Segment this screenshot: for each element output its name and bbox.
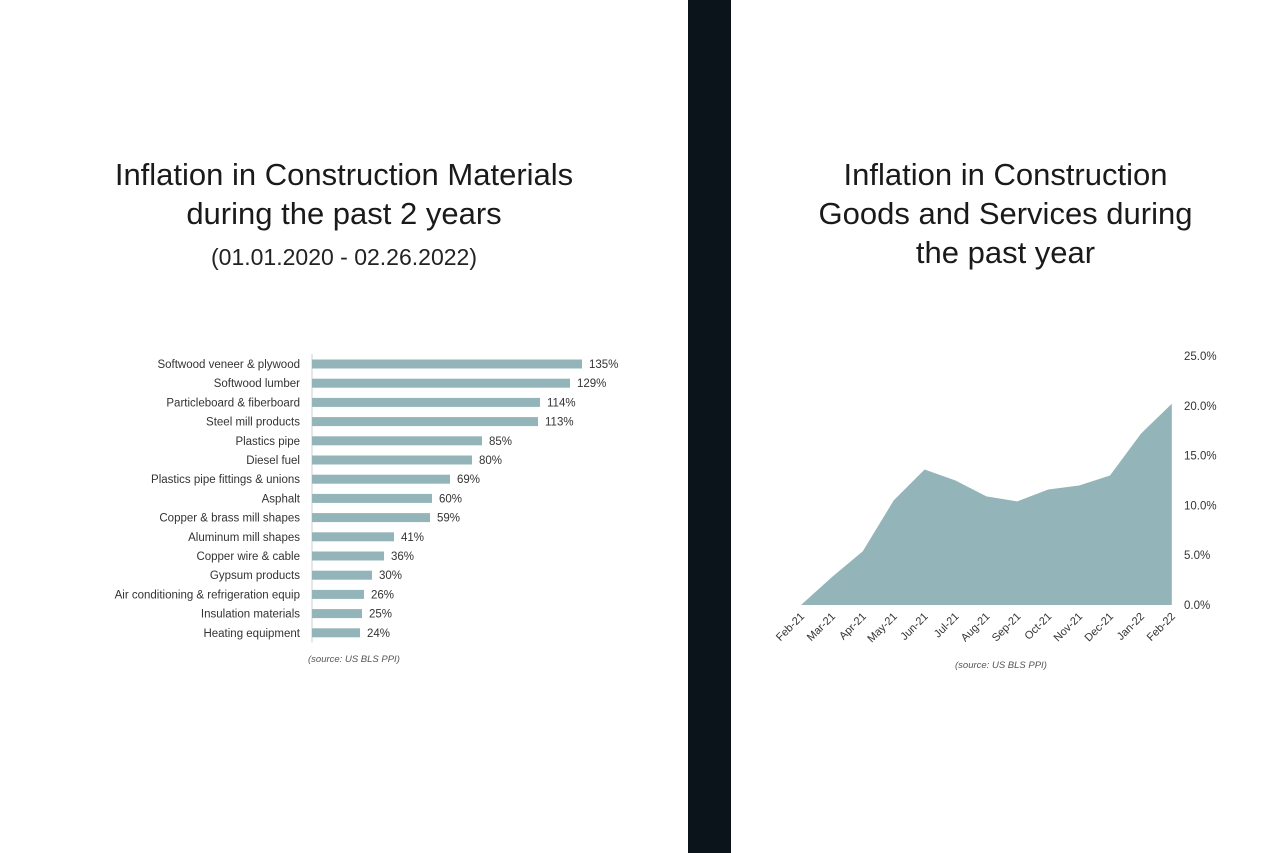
bar-value-label: 85% xyxy=(489,436,512,448)
area-y-tick-label: 5.0% xyxy=(1184,550,1210,562)
bar-value-label: 25% xyxy=(369,609,392,621)
area-x-tick-label: Feb-21 xyxy=(774,611,807,644)
bar xyxy=(312,532,394,542)
area-y-tick-label: 10.0% xyxy=(1184,500,1217,512)
left-title-line-2: during the past 2 years xyxy=(186,196,502,231)
area-x-tick-label: Sep-21 xyxy=(990,611,1024,645)
bar xyxy=(312,397,540,407)
bar-category-label: Diesel fuel xyxy=(246,455,300,467)
bar xyxy=(312,513,430,523)
bar-value-label: 69% xyxy=(457,474,480,486)
bar-value-label: 41% xyxy=(401,532,424,544)
bar-value-label: 36% xyxy=(391,551,414,563)
area-y-tick-label: 25.0% xyxy=(1184,351,1217,363)
bar-category-label: Plastics pipe xyxy=(235,436,300,448)
right-chart-panel: Inflation in Construction Goods and Serv… xyxy=(731,0,1280,853)
area-x-tick-label: Jun-21 xyxy=(898,611,930,643)
right-title-line-3: the past year xyxy=(915,235,1096,270)
bar-category-label: Steel mill products xyxy=(206,417,300,429)
left-title-line-1: Inflation in Construction Materials xyxy=(114,157,574,192)
bar xyxy=(312,417,538,427)
bar xyxy=(312,551,384,561)
area-x-tick-label: Mar-21 xyxy=(805,611,838,644)
area-x-tick-label: May-21 xyxy=(865,611,899,645)
bar-category-label: Copper wire & cable xyxy=(196,551,300,563)
bar-value-label: 114% xyxy=(547,397,576,409)
bar-value-label: 80% xyxy=(479,455,502,467)
bar-source-note: (source: US BLS PPI) xyxy=(308,654,400,665)
bar-category-label: Insulation materials xyxy=(201,609,300,621)
area-y-tick-label: 20.0% xyxy=(1184,401,1217,413)
panel-divider xyxy=(688,0,731,853)
right-title-line-1: Inflation in Construction xyxy=(843,157,1168,192)
materials-bar-chart: Softwood veneer & plywood 135% Softwood lu… xyxy=(115,354,618,665)
area-y-tick-label: 15.0% xyxy=(1184,451,1217,463)
bar-category-label: Air conditioning & refrigeration equip xyxy=(115,589,300,601)
bar-value-label: 26% xyxy=(371,589,394,601)
right-title-line-2: Goods and Services during xyxy=(818,196,1193,231)
bar xyxy=(312,378,570,388)
bar-value-label: 24% xyxy=(367,628,390,640)
area-x-tick-label: Dec-21 xyxy=(1083,611,1117,645)
area-series xyxy=(801,403,1172,605)
bar xyxy=(312,455,472,465)
bar-category-label: Copper & brass mill shapes xyxy=(159,513,300,525)
area-x-tick-label: Aug-21 xyxy=(959,611,993,645)
bar-value-label: 59% xyxy=(437,513,460,525)
bar-category-label: Plastics pipe fittings & unions xyxy=(151,474,300,486)
bar xyxy=(312,474,450,484)
bar-category-label: Softwood veneer & plywood xyxy=(157,359,300,371)
area-x-tick-label: Jul-21 xyxy=(932,611,962,641)
bar-category-label: Softwood lumber xyxy=(214,378,300,390)
area-x-tick-label: Nov-21 xyxy=(1052,611,1086,645)
bar xyxy=(312,628,360,638)
bar-value-label: 30% xyxy=(379,570,402,582)
area-x-tick-label: Oct-21 xyxy=(1022,611,1054,643)
bar-value-label: 60% xyxy=(439,493,462,505)
bar-category-label: Aluminum mill shapes xyxy=(188,532,300,544)
area-x-tick-label: Jan-22 xyxy=(1115,611,1147,643)
bar-value-label: 113% xyxy=(545,417,574,429)
goods-services-area-chart: 0.0% 5.0% 10.0% 15.0% 20.0% 25.0% Feb-21Mar-21… xyxy=(774,351,1217,671)
bar-category-label: Particleboard & fiberboard xyxy=(166,397,300,409)
bar xyxy=(312,609,362,619)
bar xyxy=(312,359,582,369)
area-x-tick-label: Feb-22 xyxy=(1145,611,1178,644)
left-chart-subtitle: (01.01.2020 - 02.26.2022) xyxy=(211,244,477,270)
right-chart-title: Inflation in Construction Goods and Serv… xyxy=(731,155,1280,272)
bar-category-label: Gypsum products xyxy=(210,570,300,582)
bar-category-label: Asphalt xyxy=(262,493,301,505)
area-x-tick-label: Apr-21 xyxy=(837,611,869,643)
bar xyxy=(312,436,482,446)
bar xyxy=(312,589,364,599)
left-chart-panel: Inflation in Construction Materials duri… xyxy=(0,155,688,665)
bar-value-label: 129% xyxy=(577,378,606,390)
bar xyxy=(312,570,372,580)
area-source-note: (source: US BLS PPI) xyxy=(955,660,1047,671)
bar xyxy=(312,493,432,503)
area-y-tick-label: 0.0% xyxy=(1184,600,1210,612)
left-chart-title: Inflation in Construction Materials duri… xyxy=(0,155,688,233)
bar-value-label: 135% xyxy=(589,359,618,371)
bar-category-label: Heating equipment xyxy=(203,628,300,640)
